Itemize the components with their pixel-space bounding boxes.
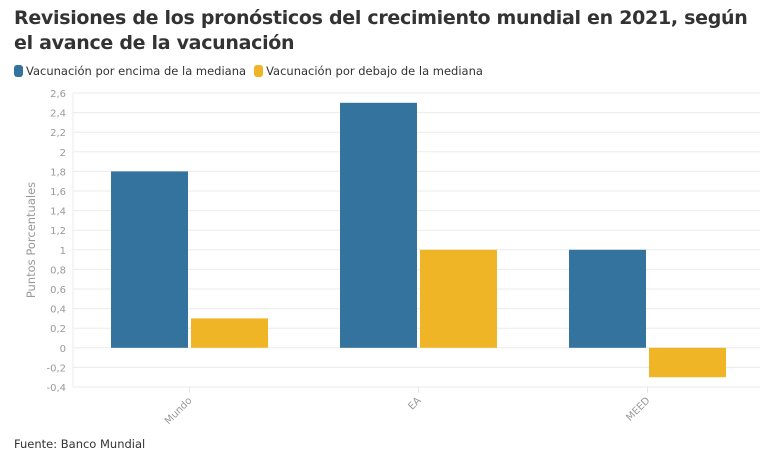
y-axis-label: Puntos Porcentuales	[24, 182, 38, 298]
legend-swatch-below	[254, 65, 264, 77]
y-tick-label: 0,2	[50, 324, 66, 335]
legend-label-below: Vacunación por debajo de la mediana	[266, 64, 483, 78]
bar-mundo-below	[191, 318, 268, 348]
y-tick-label: 0,4	[50, 305, 66, 316]
x-tick-label: EA	[407, 395, 424, 412]
x-tick-label: MEED	[624, 395, 652, 423]
x-tick-label: Mundo	[163, 395, 195, 427]
y-tick-label: 2	[60, 148, 66, 159]
source-note: Fuente: Banco Mundial	[14, 437, 146, 451]
chart-title: Revisiones de los pronósticos del crecim…	[14, 7, 748, 54]
legend-item-below[interactable]: Vacunación por debajo de la mediana	[254, 64, 483, 78]
bar-mundo-above	[111, 171, 188, 348]
bar-meed-above	[569, 249, 646, 348]
legend-item-above[interactable]: Vacunación por encima de la mediana	[14, 64, 246, 78]
y-tick-label: 0	[60, 344, 66, 355]
legend-label-above: Vacunación por encima de la mediana	[26, 64, 247, 78]
y-tick-label: 2,4	[50, 109, 66, 120]
bar-ea-below	[420, 249, 497, 348]
y-tick-label: 0,6	[50, 285, 66, 296]
y-tick-label: 1,8	[50, 167, 66, 178]
legend-swatch-above	[14, 65, 23, 77]
y-tick-label: 2,2	[50, 128, 66, 139]
bar-meed-below	[649, 347, 726, 378]
y-tick-label: 1,6	[50, 187, 66, 198]
y-tick-label: 2,6	[50, 89, 66, 100]
y-tick-label: 1,4	[50, 207, 66, 218]
y-tick-label: 1,2	[50, 226, 66, 237]
y-tick-label: 0,8	[50, 265, 66, 276]
bar-ea-above	[340, 102, 417, 348]
y-tick-label: 1	[60, 246, 66, 257]
legend: Vacunación por encima de la mediana Vacu…	[14, 64, 483, 78]
y-tick-label: -0,2	[46, 363, 66, 374]
y-tick-label: -0,4	[46, 383, 66, 394]
